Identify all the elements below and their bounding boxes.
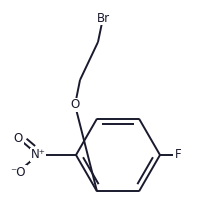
Text: Br: Br bbox=[96, 11, 109, 24]
Text: N⁺: N⁺ bbox=[30, 149, 45, 162]
Text: O: O bbox=[70, 99, 80, 112]
Text: O: O bbox=[13, 131, 23, 144]
Text: F: F bbox=[175, 149, 181, 162]
Text: ⁻O: ⁻O bbox=[10, 166, 26, 179]
